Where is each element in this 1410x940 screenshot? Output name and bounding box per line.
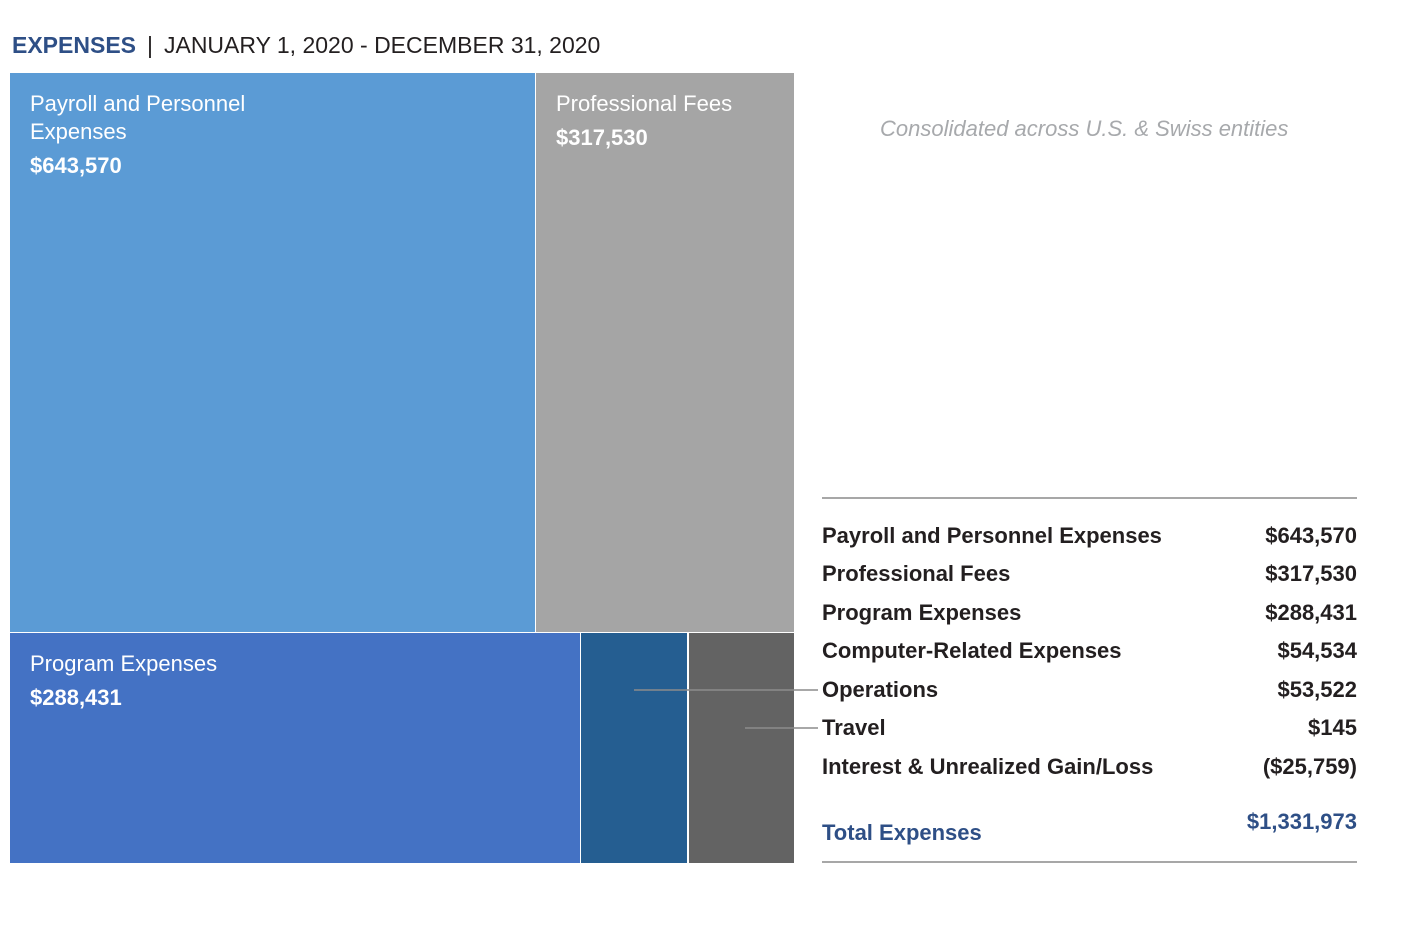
legend-row-value: ($25,759) <box>1262 754 1357 779</box>
legend-row-label: Computer-Related Expenses <box>822 638 1122 663</box>
legend-row: Computer-Related Expenses $54,534 <box>822 638 1357 668</box>
legend-row-value: $145 <box>1308 715 1357 740</box>
legend-row: Payroll and Personnel Expenses $643,570 <box>822 523 1357 553</box>
legend-row-value: $317,530 <box>1265 561 1357 586</box>
header-label: EXPENSES <box>12 32 136 58</box>
legend-row: Travel $145 <box>822 715 1357 745</box>
tile-payroll-label-line2: Expenses <box>30 119 127 144</box>
legend-row-label: Operations <box>822 677 939 702</box>
legend-row-value: $643,570 <box>1265 523 1357 548</box>
consolidation-note: Consolidated across U.S. & Swiss entitie… <box>880 116 1289 141</box>
tile-payroll: Payroll and Personnel Expenses $643,570 <box>10 73 535 632</box>
tile-payroll-label-line1: Payroll and Personnel <box>30 91 246 116</box>
legend-row: Program Expenses $288,431 <box>822 600 1357 630</box>
tile-program-expenses-value: $288,431 <box>30 685 122 710</box>
legend-total-row: Total Expenses $1,331,973 <box>822 809 1357 849</box>
legend-row-label: Program Expenses <box>822 600 1022 625</box>
legend-row-label: Professional Fees <box>822 561 1011 586</box>
legend-row-label: Interest & Unrealized Gain/Loss <box>822 754 1154 779</box>
total-label: Total Expenses <box>822 820 982 845</box>
legend-bottom-rule <box>822 861 1357 863</box>
tile-professional-fees-label: Professional Fees <box>556 91 733 116</box>
legend-row-value: $54,534 <box>1277 638 1357 663</box>
legend-row: Interest & Unrealized Gain/Loss ($25,759… <box>822 754 1357 784</box>
legend-row-label: Payroll and Personnel Expenses <box>822 523 1162 548</box>
tile-program-expenses: Program Expenses $288,431 <box>10 633 580 863</box>
legend-row: Professional Fees $317,530 <box>822 561 1357 591</box>
tile-computer-related <box>581 633 687 863</box>
legend-row-label: Travel <box>822 715 886 740</box>
header-period: JANUARY 1, 2020 - DECEMBER 31, 2020 <box>163 32 601 58</box>
tile-payroll-label: Payroll and Personnel Expenses <box>30 90 245 146</box>
legend-row-value: $53,522 <box>1277 677 1357 702</box>
tile-professional-fees-value: $317,530 <box>556 125 648 150</box>
tile-program-expenses-label: Program Expenses <box>30 651 218 676</box>
legend-top-rule <box>822 497 1357 499</box>
header-separator: | <box>147 32 153 58</box>
legend-row: Operations $53,522 <box>822 677 1357 707</box>
total-value: $1,331,973 <box>1246 809 1357 834</box>
tile-payroll-value: $643,570 <box>30 153 122 178</box>
tile-professional-fees: Professional Fees $317,530 <box>536 73 794 632</box>
chart-header: EXPENSES | JANUARY 1, 2020 - DECEMBER 31… <box>12 32 600 59</box>
tile-operations <box>689 633 794 863</box>
legend-row-value: $288,431 <box>1265 600 1357 625</box>
